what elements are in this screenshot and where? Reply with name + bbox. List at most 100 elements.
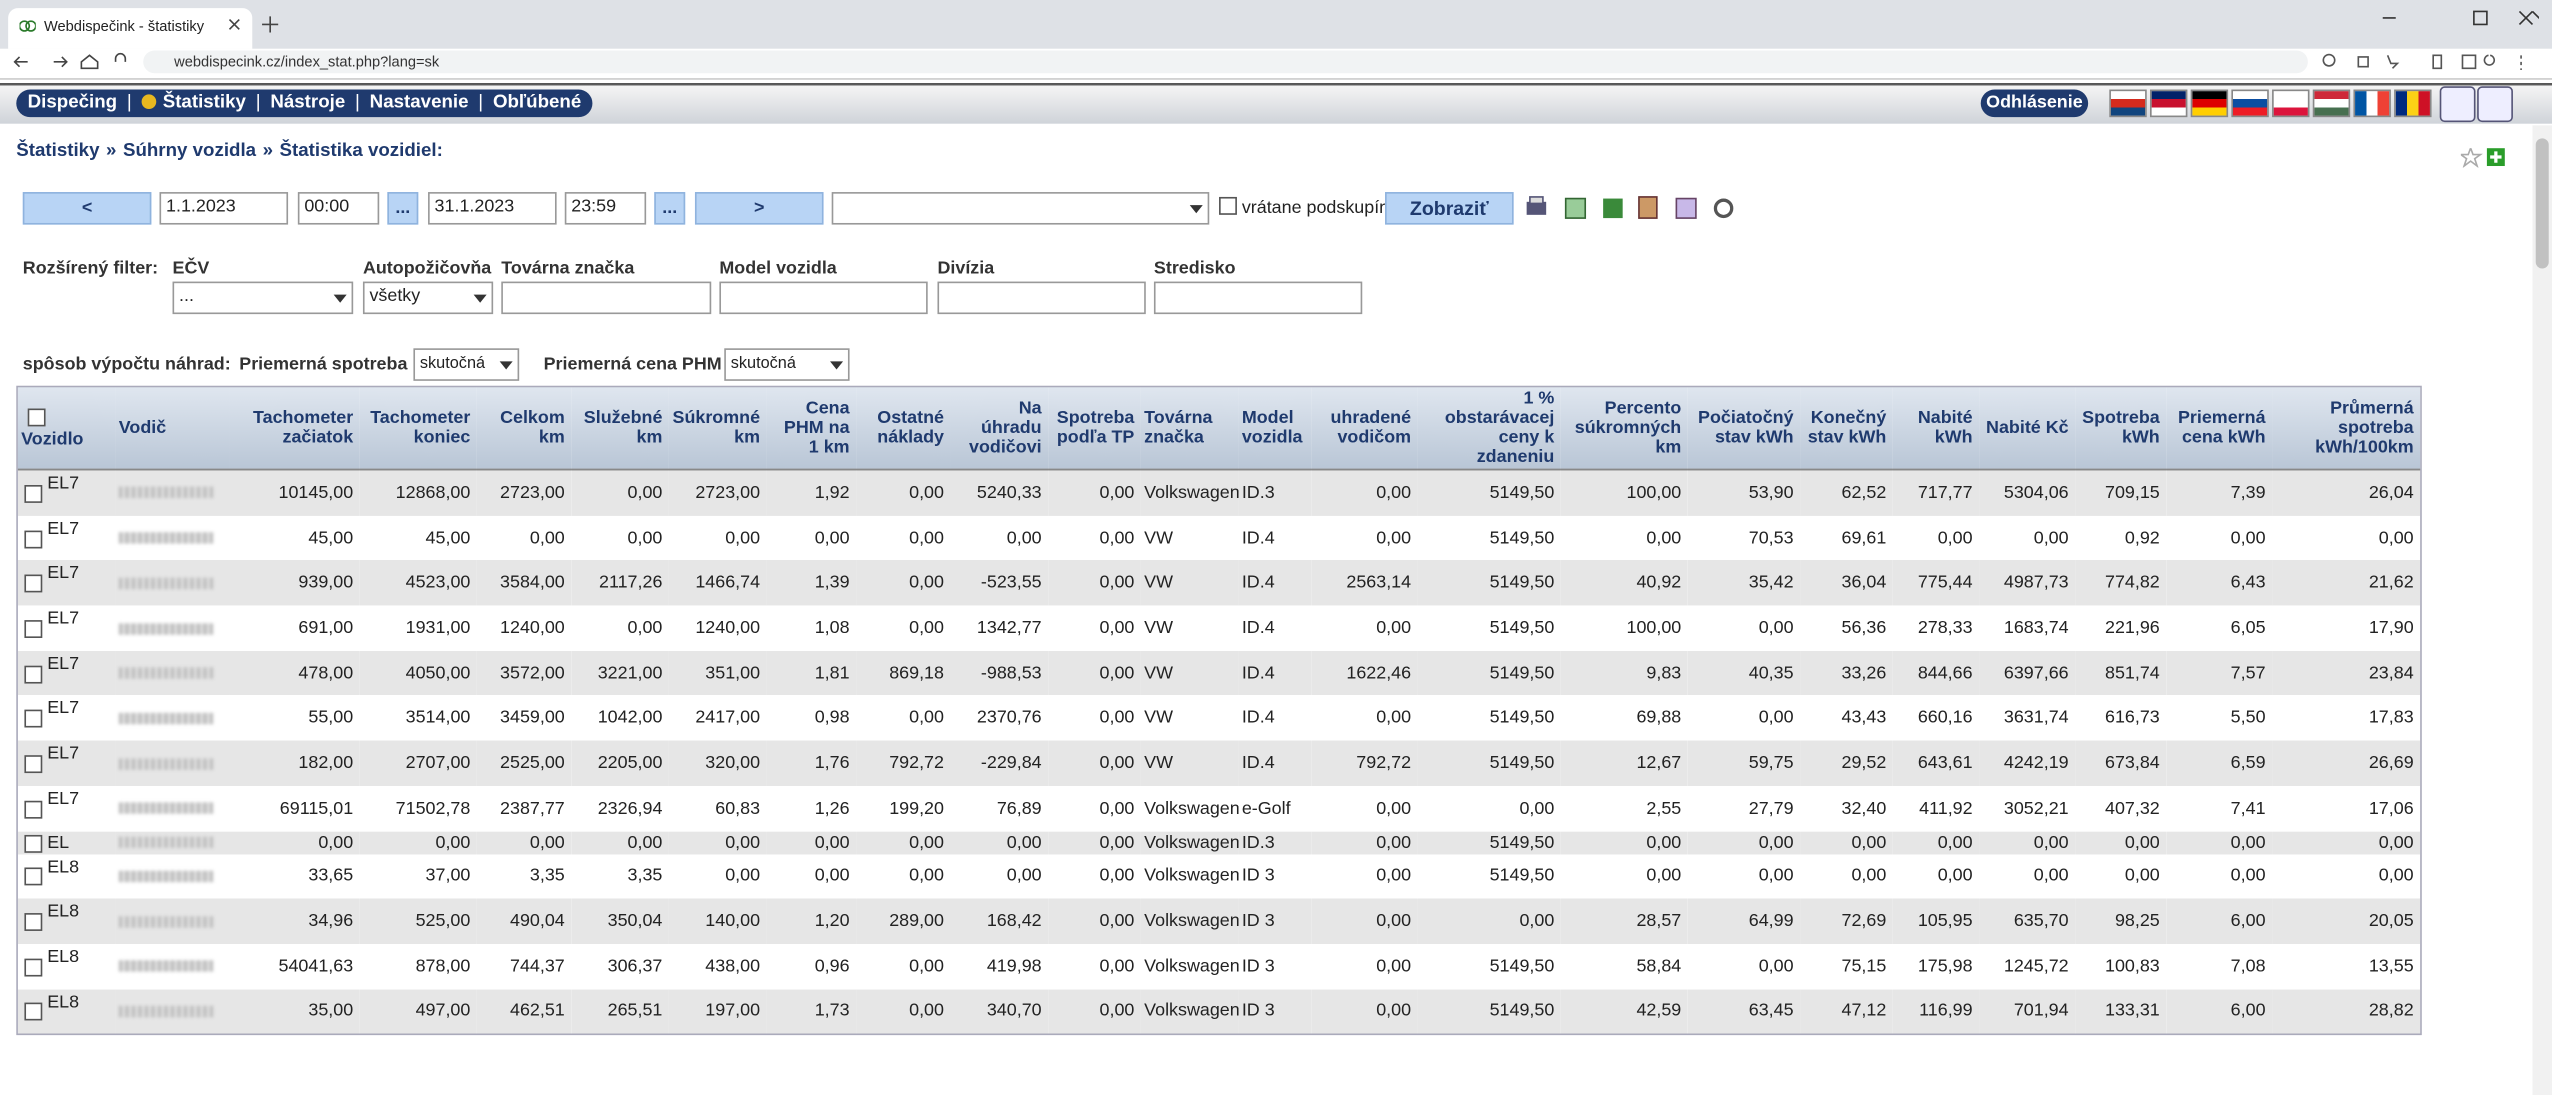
new-tab[interactable] xyxy=(262,16,279,33)
filter-input[interactable] xyxy=(719,281,928,315)
header-text[interactable]: Cena PHM na 1 km xyxy=(783,398,850,458)
flag[interactable] xyxy=(2353,89,2391,118)
header-text[interactable]: Spotreba podľa TP xyxy=(1056,408,1135,448)
calc-select[interactable]: skutočná xyxy=(724,348,850,381)
header-text[interactable]: Spotreba kWh xyxy=(2082,408,2160,448)
row-checkbox[interactable] xyxy=(24,868,43,886)
table-row: EL8 35,00 497,00 462,51 265,51 197,00 1,73 0,00… xyxy=(17,988,2421,1034)
header-text[interactable]: Priemerná cena kWh xyxy=(2177,408,2266,448)
header-text[interactable]: Súkromné km xyxy=(672,408,761,448)
vehicle[interactable]: EL7 xyxy=(47,743,80,764)
export-icon[interactable] xyxy=(2439,86,2476,123)
logout-button[interactable]: Odhlásenie xyxy=(1980,89,2089,118)
flag[interactable] xyxy=(2109,89,2147,118)
nav-buttons[interactable] xyxy=(13,52,143,72)
flag[interactable] xyxy=(2231,89,2269,118)
crumb[interactable]: Súhrny vozidla xyxy=(122,141,257,162)
vehicle[interactable]: EL8 xyxy=(47,856,80,877)
header-text[interactable]: Nabité kWh xyxy=(1917,408,1973,448)
filter-select[interactable]: ... xyxy=(172,281,354,315)
header-text[interactable]: uhradené vodičom xyxy=(1330,408,1412,448)
vehicle[interactable]: EL7 xyxy=(47,563,80,584)
header-text[interactable]: Vozidlo xyxy=(21,428,84,449)
cell: 869,18 xyxy=(856,650,951,696)
header-text[interactable]: Průmerná spotreba kWh/100km xyxy=(2315,398,2414,458)
browser-icons[interactable] xyxy=(2319,50,2547,73)
next-button[interactable]: > xyxy=(694,192,824,225)
row-checkbox[interactable] xyxy=(24,619,43,638)
header-text[interactable]: Vodič xyxy=(118,418,167,438)
url-box[interactable] xyxy=(143,50,2308,74)
menu-item[interactable]: Dispečing xyxy=(27,92,118,113)
vehicle[interactable]: EL8 xyxy=(47,992,80,1012)
header-text[interactable]: Na úhradu vodičovi xyxy=(969,398,1042,458)
date-to[interactable]: 31.1.2023 xyxy=(428,192,557,225)
row-checkbox[interactable] xyxy=(24,484,43,503)
menu-item[interactable]: Obľúbené xyxy=(492,92,582,113)
vehicle[interactable]: EL7 xyxy=(47,608,80,629)
prev-button[interactable]: < xyxy=(22,192,152,225)
favorite-icons[interactable] xyxy=(2460,148,2507,168)
row-checkbox[interactable] xyxy=(24,529,43,548)
vehicle[interactable]: EL7 xyxy=(47,698,80,719)
flag[interactable] xyxy=(2272,89,2310,118)
header-text[interactable]: 1 % obstarávacej ceny k zdaneniu xyxy=(1444,388,1555,468)
select-all-checkbox[interactable] xyxy=(27,407,46,426)
header-text[interactable]: Tachometer koniec xyxy=(370,408,471,448)
time-from[interactable]: 00:00 xyxy=(297,192,380,225)
checkbox[interactable] xyxy=(1219,196,1237,215)
tab-close[interactable] xyxy=(228,18,241,31)
window-controls[interactable] xyxy=(2376,8,2539,28)
group-select[interactable] xyxy=(831,192,1210,225)
flag[interactable] xyxy=(2149,89,2188,118)
row-checkbox[interactable] xyxy=(24,800,43,819)
export-icons[interactable] xyxy=(1525,195,1740,221)
menu-item[interactable]: Nástroje xyxy=(270,92,346,113)
vehicle[interactable]: EL7 xyxy=(47,473,80,494)
filter-input[interactable] xyxy=(1153,281,1363,315)
menu-item[interactable]: Štatistiky xyxy=(162,92,246,113)
crumb[interactable]: Štatistiky xyxy=(16,141,100,162)
pick-to[interactable]: ... xyxy=(654,192,686,225)
row-checkbox[interactable] xyxy=(24,834,43,853)
flag[interactable] xyxy=(2312,89,2351,118)
filter-select[interactable]: všetky xyxy=(362,281,494,315)
filter-input[interactable] xyxy=(501,281,712,315)
row-checkbox[interactable] xyxy=(24,755,43,774)
vehicle[interactable]: EL7 xyxy=(47,518,80,539)
header-text[interactable]: Percento súkromných km xyxy=(1574,398,1682,458)
phone-icon[interactable] xyxy=(2477,86,2513,123)
row-checkbox[interactable] xyxy=(24,574,43,593)
header-text[interactable]: Celkom km xyxy=(500,408,565,448)
row-checkbox[interactable] xyxy=(24,1003,43,1022)
filter-input[interactable] xyxy=(937,281,1146,315)
flag[interactable] xyxy=(2394,89,2432,118)
calc-select[interactable]: skutočná xyxy=(413,348,520,381)
vehicle[interactable]: EL8 xyxy=(47,901,80,922)
vehicle[interactable]: EL xyxy=(47,832,70,853)
header-text[interactable]: Konečný stav kWh xyxy=(1807,408,1887,448)
row-checkbox[interactable] xyxy=(24,958,43,977)
header-text[interactable]: Ostatné náklady xyxy=(877,408,944,448)
row-checkbox[interactable] xyxy=(24,665,43,683)
vehicle[interactable]: EL7 xyxy=(47,653,80,674)
header-text[interactable]: Továrna značka xyxy=(1144,408,1213,448)
pick-from[interactable]: ... xyxy=(387,192,419,225)
date-from[interactable]: 1.1.2023 xyxy=(159,192,289,225)
scrollbar[interactable] xyxy=(2532,125,2552,1095)
show-button[interactable]: Zobraziť xyxy=(1385,192,1514,225)
cell: 100,83 xyxy=(2104,956,2160,977)
header-text[interactable]: Model vozidla xyxy=(1241,408,1303,448)
header-text[interactable]: Počiatočný stav kWh xyxy=(1698,408,1794,448)
row-checkbox[interactable] xyxy=(24,913,43,932)
menu-item[interactable]: Nastavenie xyxy=(369,92,469,113)
header-text[interactable]: Nabité Kč xyxy=(1986,418,2069,438)
tab[interactable] xyxy=(8,8,253,49)
header-text[interactable]: Služebné km xyxy=(583,408,663,448)
vehicle[interactable]: EL8 xyxy=(47,947,80,967)
header-text[interactable]: Tachometer začiatok xyxy=(253,408,354,448)
row-checkbox[interactable] xyxy=(24,710,43,728)
time-to[interactable]: 23:59 xyxy=(564,192,647,225)
flag[interactable] xyxy=(2190,89,2229,118)
vehicle[interactable]: EL7 xyxy=(47,789,80,809)
